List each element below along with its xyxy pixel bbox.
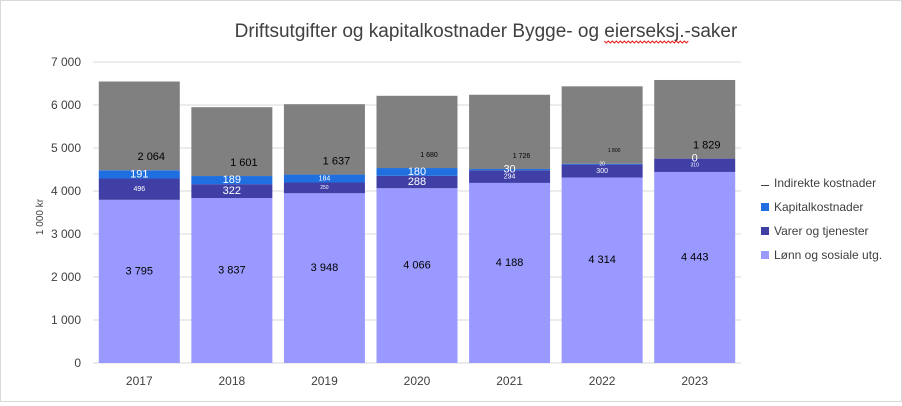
legend-label: Kapitalkostnader [774, 200, 863, 214]
legend-swatch [761, 227, 769, 235]
data-label: 1 601 [230, 157, 258, 169]
bar-segment [98, 81, 180, 171]
bar-segment [191, 198, 273, 363]
bar-segment [469, 94, 551, 169]
bar-segment [283, 174, 365, 183]
data-label: 180 [408, 166, 426, 178]
y-axis-label: 1 000 kr [35, 198, 46, 235]
legend-label: Lønn og sosiale utg. [774, 248, 882, 262]
bar-segment [469, 170, 551, 183]
spellcheck-underline [603, 40, 689, 44]
bar-segment [191, 107, 273, 177]
bar-segment [654, 79, 736, 159]
bar-segment [98, 178, 180, 200]
data-label: 1 680 [420, 152, 438, 159]
data-label: 2 064 [138, 151, 166, 163]
data-label: 3 948 [311, 262, 339, 274]
bar-segment [283, 182, 365, 194]
x-tick-label: 2019 [311, 374, 338, 388]
data-label: 0 [692, 153, 698, 165]
chart-title: Driftsutgifter og kapitalkostnader Bygge… [235, 21, 738, 42]
data-label: 294 [504, 173, 516, 180]
legend-swatch [761, 251, 769, 259]
data-label: 191 [130, 168, 148, 180]
bar-segment [191, 184, 273, 199]
data-label: 288 [408, 176, 426, 188]
x-tick-label: 2020 [404, 374, 431, 388]
y-tick-label: 1 000 [51, 313, 81, 327]
bar-segment [469, 168, 551, 171]
bar-segment [191, 176, 273, 185]
data-label: 30 [503, 164, 515, 176]
legend-label: Indirekte kostnader [774, 176, 876, 190]
y-tick-label: 7 000 [51, 55, 81, 69]
data-label: 4 314 [588, 254, 616, 266]
x-tick-label: 2022 [589, 374, 616, 388]
data-label: 3 837 [218, 264, 246, 276]
legend: Indirekte kostnader Kapitalkostnader Varer… [761, 176, 882, 262]
y-tick-label: 6 000 [51, 98, 81, 112]
bar-segment [376, 95, 458, 169]
bar-segment [283, 104, 365, 175]
legend-label: Varer og tjenester [774, 224, 869, 238]
legend-swatch [761, 185, 769, 186]
data-label: 250 [320, 185, 329, 191]
data-label: 1 800 [608, 148, 621, 154]
data-label: 189 [223, 174, 241, 186]
x-tick-label: 2023 [681, 374, 708, 388]
data-label: 4 188 [496, 257, 524, 269]
data-label: 4 443 [681, 251, 709, 263]
legend-swatch [761, 203, 769, 211]
bar-segment [376, 175, 458, 189]
bar-segment [561, 177, 643, 363]
data-label: 3 795 [126, 265, 154, 277]
x-tick-label: 2021 [496, 374, 523, 388]
x-tick-label: 2017 [126, 374, 153, 388]
y-tick-label: 4 000 [51, 184, 81, 198]
data-label: 4 066 [403, 259, 431, 271]
bar-segment [98, 199, 180, 363]
bar-segment [98, 170, 180, 179]
y-tick-label: 0 [74, 356, 81, 370]
bar-segment [561, 86, 643, 164]
data-label: 1 726 [513, 153, 531, 160]
y-tick-label: 3 000 [51, 227, 81, 241]
data-label: 300 [596, 168, 608, 175]
data-label: 496 [133, 186, 145, 193]
bar-segment [654, 171, 736, 363]
data-label: 184 [319, 175, 331, 182]
bar-segment [469, 182, 551, 363]
data-label: 1 829 [693, 140, 721, 152]
bar-segment [376, 188, 458, 363]
bar-segment [283, 193, 365, 363]
data-label: 310 [691, 163, 700, 169]
bar-segment [376, 168, 458, 176]
y-tick-label: 2 000 [51, 270, 81, 284]
data-label: 322 [223, 185, 241, 197]
bar-segment [561, 163, 643, 165]
bar-segment [561, 164, 643, 178]
x-tick-label: 2018 [219, 374, 246, 388]
bar-segment [654, 158, 736, 172]
data-label: 20 [599, 161, 605, 167]
x-axis: 2017 2018 2019 2020 2021 2022 2023 [126, 374, 708, 388]
data-label: 1 637 [323, 155, 351, 167]
y-tick-label: 5 000 [51, 141, 81, 155]
y-axis: 0 1 000 2 000 3 000 4 000 5 000 6 000 7 000 [51, 55, 81, 370]
